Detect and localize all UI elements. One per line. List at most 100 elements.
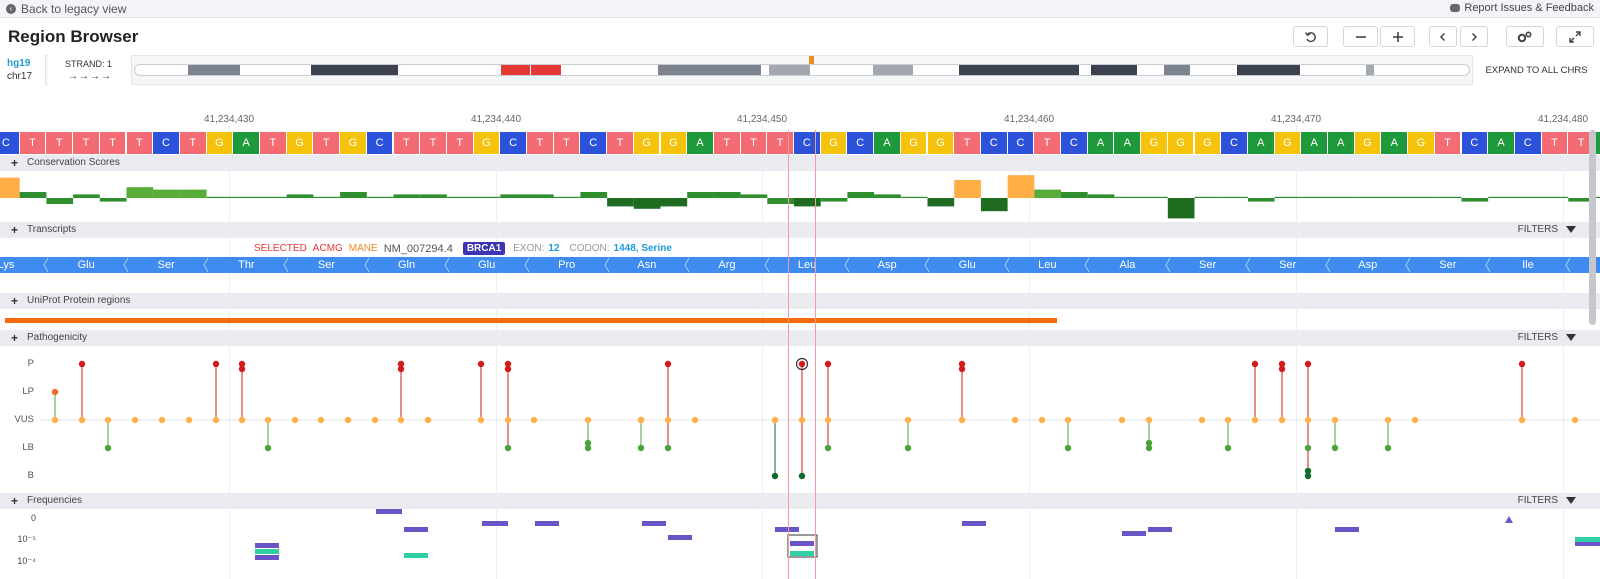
- expand-to-all-chrs-button[interactable]: EXPAND TO ALL CHRS: [1472, 55, 1600, 85]
- expand-track-icon[interactable]: +: [11, 156, 19, 170]
- sequence-base[interactable]: T: [527, 132, 553, 154]
- frequencies-track-header[interactable]: + Frequencies FILTERS: [0, 493, 1600, 509]
- amino-acid[interactable]: Asn: [637, 259, 657, 271]
- ideogram-band[interactable]: [531, 65, 561, 75]
- ideogram-band[interactable]: [959, 65, 1080, 75]
- amino-acid[interactable]: Ser: [317, 259, 335, 271]
- ideogram-band[interactable]: [1163, 65, 1191, 75]
- sequence-base[interactable]: T: [19, 132, 46, 154]
- sequence-base[interactable]: G: [1141, 132, 1167, 154]
- sequence-base[interactable]: A: [1301, 132, 1327, 154]
- uniprot-track-header[interactable]: + UniProt Protein regions: [0, 293, 1600, 309]
- amino-acid[interactable]: Ser: [157, 259, 175, 271]
- sequence-base[interactable]: A: [1328, 132, 1354, 154]
- pan-right-button[interactable]: [1460, 26, 1488, 47]
- sequence-base[interactable]: T: [126, 132, 153, 154]
- conservation-track-header[interactable]: + Conservation Scores: [0, 155, 1600, 171]
- expand-track-icon[interactable]: +: [11, 331, 19, 345]
- sequence-base[interactable]: G: [927, 132, 954, 154]
- sequence-base[interactable]: G: [286, 132, 313, 154]
- sequence-base[interactable]: A: [1381, 132, 1408, 154]
- sequence-base[interactable]: C: [1461, 132, 1488, 154]
- sequence-base[interactable]: T: [179, 132, 206, 154]
- transcript-id[interactable]: NM_007294.4: [383, 242, 453, 255]
- sequence-base[interactable]: G: [1194, 132, 1221, 154]
- amino-acid[interactable]: Ala: [1119, 259, 1136, 271]
- frequencies-filters-button[interactable]: FILTERS: [1518, 495, 1576, 506]
- sequence-base[interactable]: T: [393, 132, 420, 154]
- sequence-base[interactable]: T: [767, 132, 793, 154]
- sequence-base[interactable]: T: [954, 132, 980, 154]
- amino-acid[interactable]: Glu: [478, 259, 496, 271]
- sequence-base[interactable]: T: [260, 132, 286, 154]
- amino-acid[interactable]: Asp: [1358, 259, 1378, 271]
- sequence-base[interactable]: T: [1568, 132, 1594, 154]
- sequence-base[interactable]: G: [660, 132, 687, 154]
- sequence-base[interactable]: C: [500, 132, 526, 154]
- ideogram-band[interactable]: [1091, 65, 1137, 75]
- sequence-base[interactable]: G: [206, 132, 233, 154]
- ideogram-band[interactable]: [500, 65, 530, 75]
- sequence-base[interactable]: A: [1114, 132, 1141, 154]
- sequence-base[interactable]: A: [1247, 132, 1274, 154]
- back-to-legacy-link[interactable]: ‹ Back to legacy view: [6, 2, 126, 16]
- sequence-base[interactable]: A: [233, 132, 259, 154]
- sequence-base[interactable]: C: [153, 132, 179, 154]
- transcripts-track-header[interactable]: + Transcripts FILTERS: [0, 222, 1600, 238]
- sequence-base[interactable]: T: [740, 132, 767, 154]
- ideogram-band[interactable]: [657, 65, 761, 75]
- sequence-base[interactable]: G: [1167, 132, 1194, 154]
- sequence-base[interactable]: C: [794, 132, 820, 154]
- ideogram-band[interactable]: [1366, 65, 1375, 75]
- sequence-base[interactable]: G: [340, 132, 366, 154]
- sequence-base[interactable]: C: [980, 132, 1007, 154]
- sequence-base[interactable]: G: [900, 132, 927, 154]
- amino-acid[interactable]: Arg: [718, 259, 736, 271]
- ideogram-band[interactable]: [1236, 65, 1300, 75]
- sequence-base[interactable]: T: [46, 132, 73, 154]
- sequence-base[interactable]: C: [847, 132, 874, 154]
- amino-acid[interactable]: Asp: [877, 259, 897, 271]
- sequence-base[interactable]: T: [99, 132, 126, 154]
- sequence-base[interactable]: C: [1061, 132, 1087, 154]
- amino-acid[interactable]: Ile: [1522, 259, 1534, 271]
- sequence-base[interactable]: T: [420, 132, 446, 154]
- sequence-base[interactable]: G: [473, 132, 500, 154]
- sequence-base[interactable]: A: [1087, 132, 1114, 154]
- sequence-base[interactable]: T: [553, 132, 580, 154]
- sequence-base[interactable]: G: [633, 132, 660, 154]
- sequence-base[interactable]: T: [1434, 132, 1461, 154]
- sequence-base[interactable]: G: [1274, 132, 1301, 154]
- sequence-base[interactable]: T: [313, 132, 340, 154]
- sequence-base[interactable]: G: [1408, 132, 1434, 154]
- transcripts-filters-button[interactable]: FILTERS: [1518, 224, 1576, 235]
- pathogenicity-track-header[interactable]: + Pathogenicity FILTERS: [0, 330, 1600, 346]
- amino-acid[interactable]: Glu: [958, 259, 976, 271]
- sequence-base[interactable]: T: [446, 132, 473, 154]
- expand-track-icon[interactable]: +: [11, 494, 19, 508]
- sequence-base[interactable]: A: [1595, 132, 1600, 154]
- amino-acid[interactable]: Pro: [558, 259, 576, 271]
- amino-acid[interactable]: Ser: [1198, 259, 1217, 271]
- uniprot-region-bar[interactable]: [5, 318, 1057, 323]
- sequence-base[interactable]: A: [874, 132, 900, 154]
- gene-badge[interactable]: BRCA1: [462, 242, 506, 255]
- sequence-base[interactable]: G: [1354, 132, 1381, 154]
- ideogram-band[interactable]: [188, 65, 241, 75]
- amino-acid[interactable]: Gln: [397, 259, 416, 271]
- amino-acid[interactable]: Glu: [77, 259, 95, 271]
- sequence-base[interactable]: C: [366, 132, 393, 154]
- ideogram-band[interactable]: [768, 65, 810, 75]
- fullscreen-button[interactable]: [1556, 26, 1594, 47]
- amino-acid[interactable]: Lys: [0, 259, 15, 271]
- sequence-base[interactable]: T: [1034, 132, 1060, 154]
- vertical-scrollbar[interactable]: [1589, 130, 1596, 325]
- undo-button[interactable]: [1293, 26, 1328, 47]
- report-issues-link[interactable]: Report Issues & Feedback: [1450, 2, 1594, 14]
- pathogenicity-filters-button[interactable]: FILTERS: [1518, 332, 1576, 343]
- sequence-base[interactable]: C: [1007, 132, 1034, 154]
- ideogram-band[interactable]: [872, 65, 913, 75]
- expand-track-icon[interactable]: +: [11, 294, 19, 308]
- ideogram-band[interactable]: [311, 65, 398, 75]
- sequence-base[interactable]: C: [0, 132, 19, 154]
